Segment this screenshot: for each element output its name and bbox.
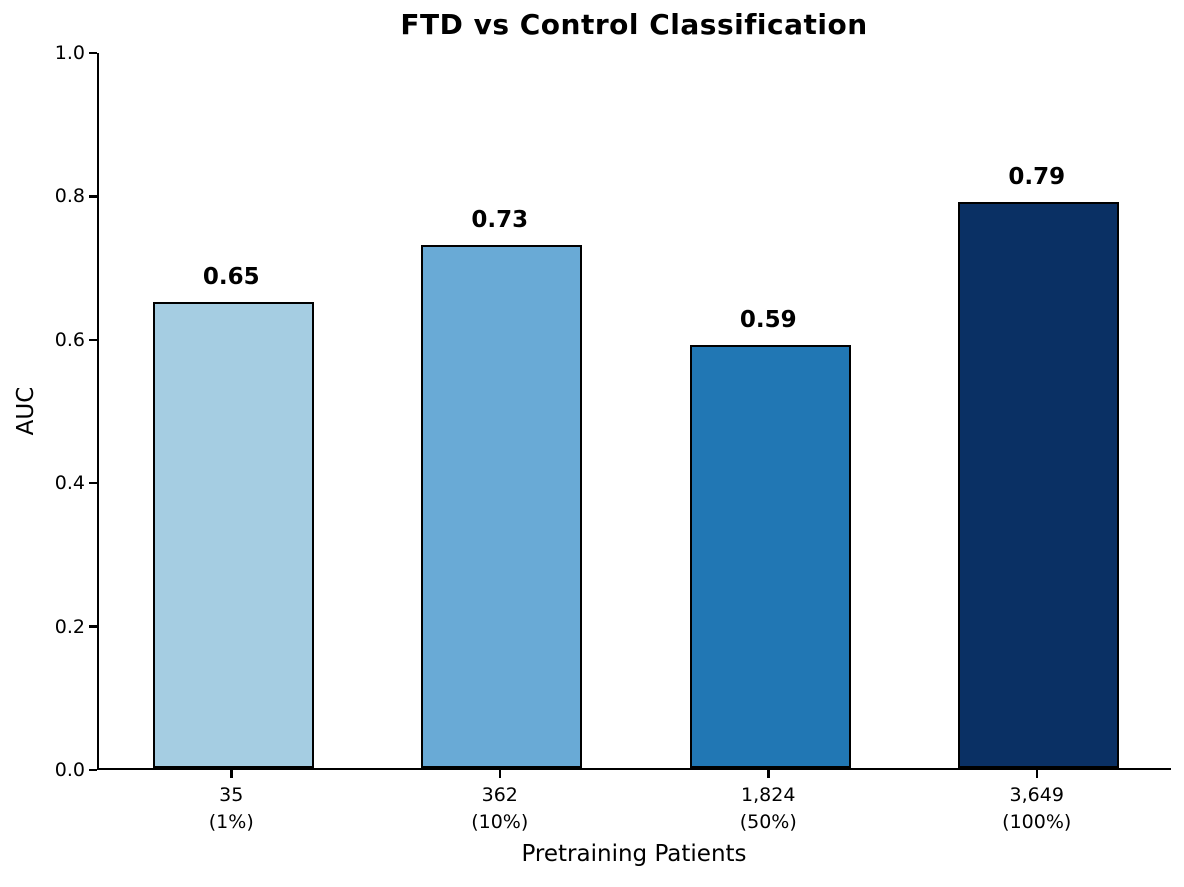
bar-35	[152, 301, 314, 768]
x-tick-label: 3,649 (100%)	[1002, 782, 1071, 836]
y-tick-label: 0.0	[54, 759, 85, 781]
bar-value-label: 0.73	[471, 206, 529, 233]
x-tick-label: 35 (1%)	[209, 782, 254, 836]
bar-value-label: 0.79	[1008, 163, 1066, 190]
x-tick-label-count: 362	[481, 784, 518, 806]
x-tick-mark	[230, 770, 233, 778]
y-tick-label: 0.6	[54, 328, 85, 351]
x-tick-label-percent: (100%)	[1002, 810, 1072, 833]
chart-title: FTD vs Control Classification	[400, 8, 868, 41]
x-tick-label-count: 35	[219, 784, 244, 806]
y-tick-label: 0.2	[54, 615, 85, 638]
y-tick-mark	[89, 625, 97, 628]
x-tick-mark	[498, 770, 501, 778]
x-tick-label-percent: (1%)	[208, 810, 254, 833]
y-tick-mark	[89, 51, 97, 55]
y-tick-mark	[89, 481, 97, 485]
x-tick-label-count: 1,824	[741, 784, 796, 806]
bar-value-label: 0.65	[202, 263, 260, 290]
x-tick-label-count: 3,649	[1009, 784, 1064, 806]
y-tick-label: 1.0	[54, 42, 85, 64]
x-tick-label-percent: (50%)	[739, 810, 797, 833]
x-tick-label: 1,824 (50%)	[740, 782, 797, 836]
x-tick-mark	[1035, 770, 1038, 778]
y-tick-mark	[89, 338, 97, 342]
y-tick-mark	[89, 768, 97, 772]
bar-362	[421, 244, 583, 768]
y-axis-title: AUC	[13, 386, 39, 436]
x-tick-label-percent: (10%)	[471, 810, 529, 833]
x-tick-mark	[767, 770, 770, 778]
x-tick-label: 362 (10%)	[471, 782, 528, 836]
bar-value-label: 0.59	[739, 306, 797, 333]
bar-1824	[689, 344, 851, 768]
bar-3649	[958, 201, 1120, 768]
x-axis-title: Pretraining Patients	[521, 841, 747, 867]
y-tick-label: 0.8	[54, 185, 85, 208]
y-tick-mark	[89, 195, 97, 198]
y-tick-label: 0.4	[54, 472, 85, 495]
plot-area	[97, 53, 1171, 770]
